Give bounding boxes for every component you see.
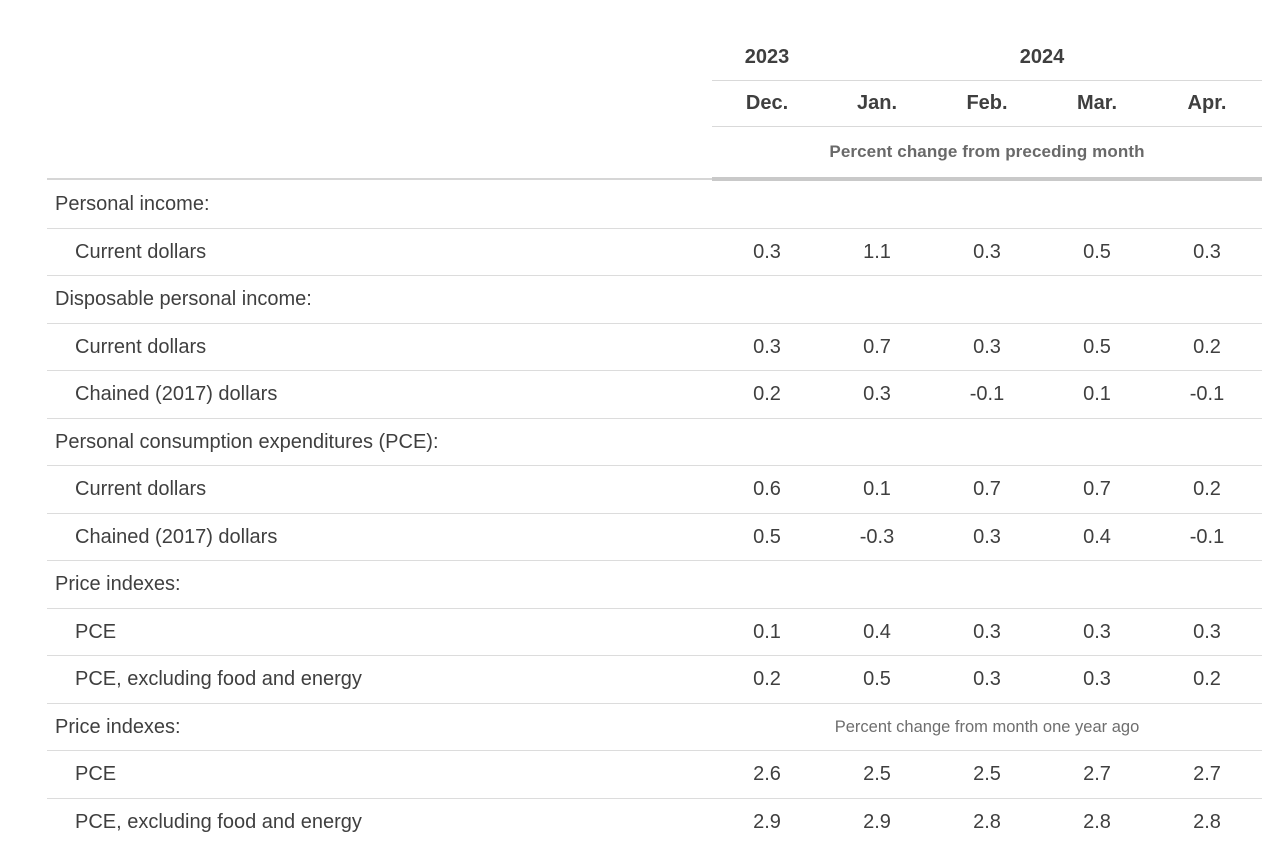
value-cell: -0.3	[859, 525, 895, 548]
value-cell: 0.3	[863, 383, 891, 405]
table-body: Personal income: Current dollars 0.3 1.1 0.3…	[47, 181, 1262, 846]
value-cell: 0.3	[973, 620, 1001, 643]
value-cell: 2.7	[1083, 763, 1111, 785]
table-row: Personal consumption expenditures (PCE):	[47, 419, 1262, 466]
value-cell: 2.5	[973, 763, 1001, 785]
value-cell: 0.3	[1193, 620, 1221, 643]
value-cell: 0.2	[1193, 335, 1221, 358]
category-label: Price indexes:	[55, 573, 181, 595]
year-label-2024: 2024	[1019, 46, 1065, 68]
header-rule	[47, 177, 1262, 181]
value-cell: 0.3	[753, 240, 781, 263]
table-row: Chained (2017) dollars 0.2 0.3 -0.1 0.1 -0.1	[47, 371, 1262, 419]
value-cell: 1.1	[863, 240, 891, 263]
value-cell: -0.1	[1189, 525, 1225, 548]
value-cell: 0.3	[1083, 668, 1111, 690]
row-label: Chained (2017) dollars	[75, 383, 278, 405]
value-cell: 0.3	[753, 335, 781, 358]
value-cell: 2.6	[753, 763, 781, 785]
personal-income-outlays-table: 2023 2024 Dec. Jan. Feb. Mar. Apr. Perce…	[47, 34, 1262, 846]
value-cell: -0.1	[969, 383, 1005, 405]
value-cell: 0.3	[973, 335, 1001, 358]
category-label: Price indexes:	[55, 715, 181, 738]
table-row: Disposable personal income:	[47, 276, 1262, 324]
value-cell: -0.1	[1189, 383, 1225, 405]
value-cell: 0.6	[753, 478, 781, 500]
table-row: Personal income:	[47, 181, 1262, 229]
value-cell: 0.7	[1083, 478, 1111, 500]
table-row: Chained (2017) dollars 0.5 -0.3 0.3 0.4 -0.1	[47, 514, 1262, 561]
row-label: PCE, excluding food and energy	[75, 668, 362, 690]
table-row: Price indexes: Percent change from month …	[47, 704, 1262, 751]
value-cell: 0.7	[973, 478, 1001, 500]
value-cell: 0.1	[753, 620, 781, 643]
value-cell: 2.8	[973, 810, 1001, 833]
value-cell: 0.7	[863, 335, 891, 358]
value-cell: 2.9	[753, 810, 781, 833]
table-row: Current dollars 0.3 1.1 0.3 0.5 0.3	[47, 229, 1262, 276]
year-header-row: 2023 2024	[47, 34, 1262, 81]
month-header-feb: Feb.	[966, 92, 1008, 114]
value-cell: 2.8	[1083, 810, 1111, 833]
value-cell: 0.3	[1083, 620, 1111, 643]
period-note: Percent change from month one year ago	[834, 717, 1140, 736]
category-label: Disposable personal income:	[55, 288, 312, 310]
value-cell: 0.5	[753, 525, 781, 548]
table-row: Current dollars 0.6 0.1 0.7 0.7 0.2	[47, 466, 1262, 514]
unit-note: Percent change from preceding month	[829, 142, 1145, 161]
value-cell: 0.1	[863, 478, 891, 500]
row-label: PCE	[75, 620, 117, 643]
value-cell: 0.3	[1193, 240, 1221, 263]
header-spacer	[47, 81, 712, 127]
value-cell: 2.9	[863, 810, 891, 833]
value-cell: 0.5	[863, 668, 891, 690]
month-header-row: Dec. Jan. Feb. Mar. Apr.	[47, 81, 1262, 127]
value-cell: 0.2	[753, 668, 781, 690]
month-header-mar: Mar.	[1076, 92, 1118, 114]
value-cell: 0.1	[1083, 383, 1111, 405]
value-cell: 0.2	[753, 383, 781, 405]
value-cell: 0.4	[1083, 525, 1111, 548]
value-cell: 0.3	[973, 668, 1001, 690]
month-header-apr: Apr.	[1187, 92, 1227, 114]
row-label: Chained (2017) dollars	[75, 525, 278, 548]
row-label: PCE	[75, 763, 117, 785]
value-cell: 0.5	[1083, 240, 1111, 263]
value-cell: 0.2	[1193, 478, 1221, 500]
month-header-jan: Jan.	[856, 92, 898, 114]
table-row: PCE, excluding food and energy 2.9 2.9 2.8 2…	[47, 799, 1262, 847]
table-row: PCE 2.6 2.5 2.5 2.7 2.7	[47, 751, 1262, 799]
value-cell: 0.3	[973, 240, 1001, 263]
header-rule-right	[712, 177, 1262, 181]
row-label: Current dollars	[75, 240, 207, 263]
value-cell: 0.2	[1193, 668, 1221, 690]
row-label: Current dollars	[75, 335, 207, 358]
month-header-dec: Dec.	[745, 92, 789, 114]
header-spacer	[47, 34, 712, 81]
category-label: Personal income:	[55, 193, 210, 215]
year-label-2023: 2023	[744, 46, 790, 68]
value-cell: 0.5	[1083, 335, 1111, 358]
header-spacer	[47, 127, 712, 177]
unit-header-row: Percent change from preceding month	[47, 127, 1262, 177]
row-label: PCE, excluding food and energy	[75, 810, 362, 833]
value-cell: 2.7	[1193, 763, 1221, 785]
table-row: PCE, excluding food and energy 0.2 0.5 0.3 0…	[47, 656, 1262, 704]
value-cell: 2.5	[863, 763, 891, 785]
value-cell: 2.8	[1193, 810, 1221, 833]
table-row: Price indexes:	[47, 561, 1262, 609]
value-cell: 0.4	[863, 620, 891, 643]
table-row: PCE 0.1 0.4 0.3 0.3 0.3	[47, 609, 1262, 656]
row-label: Current dollars	[75, 478, 207, 500]
header-rule-left	[47, 178, 712, 180]
category-label: Personal consumption expenditures (PCE):	[55, 430, 439, 453]
table-row: Current dollars 0.3 0.7 0.3 0.5 0.2	[47, 324, 1262, 371]
value-cell: 0.3	[973, 525, 1001, 548]
